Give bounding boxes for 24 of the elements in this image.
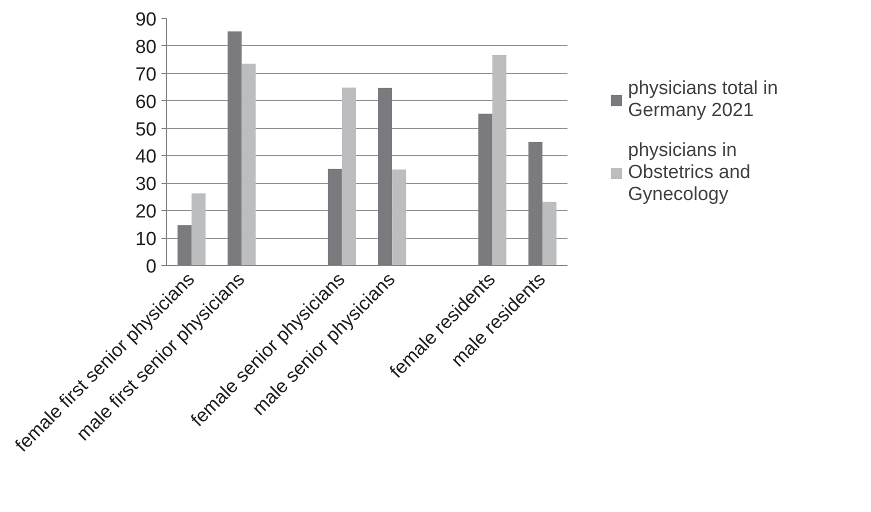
legend-label: physicians total in Germany 2021 (628, 78, 778, 122)
y-tick-label: 70 (135, 64, 157, 86)
y-tick-label: 50 (135, 119, 157, 140)
y-tick-label: 90 (135, 10, 157, 30)
bar (542, 202, 556, 266)
y-tick-label: 20 (135, 202, 157, 223)
bar (378, 88, 392, 266)
bar (242, 64, 256, 266)
bar (528, 142, 542, 266)
y-tick-label: 80 (135, 36, 157, 58)
y-tick-label: 30 (135, 174, 157, 196)
y-tick-label: 10 (135, 229, 157, 250)
bar (328, 168, 342, 266)
bar (492, 55, 506, 266)
bar (192, 193, 206, 266)
bar (178, 225, 192, 266)
bar (342, 88, 356, 266)
y-tick-label: 60 (135, 92, 157, 113)
bar (228, 31, 242, 266)
legend-label: physicians in Obstetrics and Gynecology (628, 140, 750, 206)
y-tick-label: 0 (146, 256, 157, 278)
y-tick-label: 40 (135, 146, 157, 168)
bar (392, 169, 406, 266)
bar (478, 114, 492, 266)
